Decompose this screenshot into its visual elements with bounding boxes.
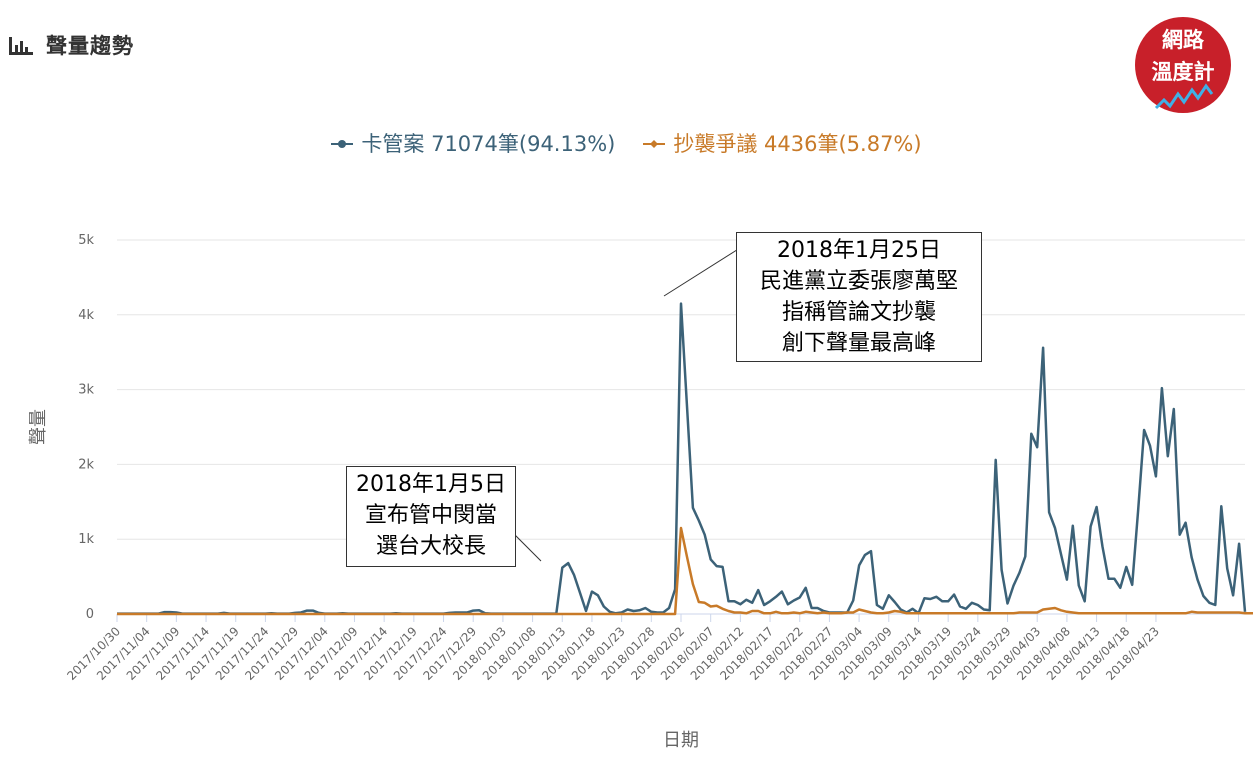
legend-label: 抄襲爭議 4436筆(5.87%) <box>673 132 922 156</box>
callout-line: 2018年1月5日 <box>356 472 506 497</box>
callout-pointer-2 <box>663 247 741 297</box>
y-tick-label: 2k <box>78 457 94 472</box>
y-axis-title: 聲量 <box>28 409 49 445</box>
logo-line-2: 溫度計 <box>1151 60 1215 84</box>
bar-chart-icon <box>8 31 36 59</box>
callout-line: 指稱管論文抄襲 <box>781 300 936 325</box>
legend-item-series-2[interactable]: 抄襲爭議 4436筆(5.87%) <box>643 128 922 158</box>
y-tick-labels: 0 1k 2k 3k 4k 5k <box>78 233 94 622</box>
y-tick-label: 5k <box>78 233 94 248</box>
x-tick-labels: 2017/10/302017/11/042017/11/092017/11/14… <box>64 614 1162 683</box>
callout-line: 選台大校長 <box>375 534 486 559</box>
annotation-callout-1: 2018年1月5日 宣布管中閔當 選台大校長 <box>346 466 516 567</box>
legend-marker-icon <box>643 131 666 155</box>
y-tick-label: 3k <box>78 383 94 398</box>
annotation-callout-2: 2018年1月25日 民進黨立委張廖萬堅 指稱管論文抄襲 創下聲量最高峰 <box>736 232 982 362</box>
callout-line: 創下聲量最高峰 <box>781 331 936 356</box>
y-tick-label: 0 <box>86 607 94 622</box>
legend-marker-icon <box>331 131 354 155</box>
chart-legend: 卡管案 71074筆(94.13%) 抄襲爭議 4436筆(5.87%) <box>0 128 1253 158</box>
callout-line: 民進黨立委張廖萬堅 <box>759 269 958 294</box>
y-tick-label: 4k <box>78 308 94 323</box>
series-line-1 <box>117 302 1247 615</box>
legend-label: 卡管案 71074筆(94.13%) <box>361 132 616 156</box>
section-header: 聲量趨勢 <box>8 28 134 62</box>
legend-item-series-1[interactable]: 卡管案 71074筆(94.13%) <box>331 128 615 158</box>
series-line-2 <box>117 526 1253 616</box>
logo-line-1: 網路 <box>1162 28 1204 52</box>
callout-line: 宣布管中閔當 <box>364 503 497 528</box>
section-title: 聲量趨勢 <box>46 34 134 58</box>
callout-line: 2018年1月25日 <box>777 238 941 263</box>
series-lines <box>117 302 1253 616</box>
brand-logo: 網路 溫度計 <box>1134 16 1232 114</box>
x-axis-title: 日期 <box>663 730 699 751</box>
y-tick-label: 1k <box>78 532 94 547</box>
